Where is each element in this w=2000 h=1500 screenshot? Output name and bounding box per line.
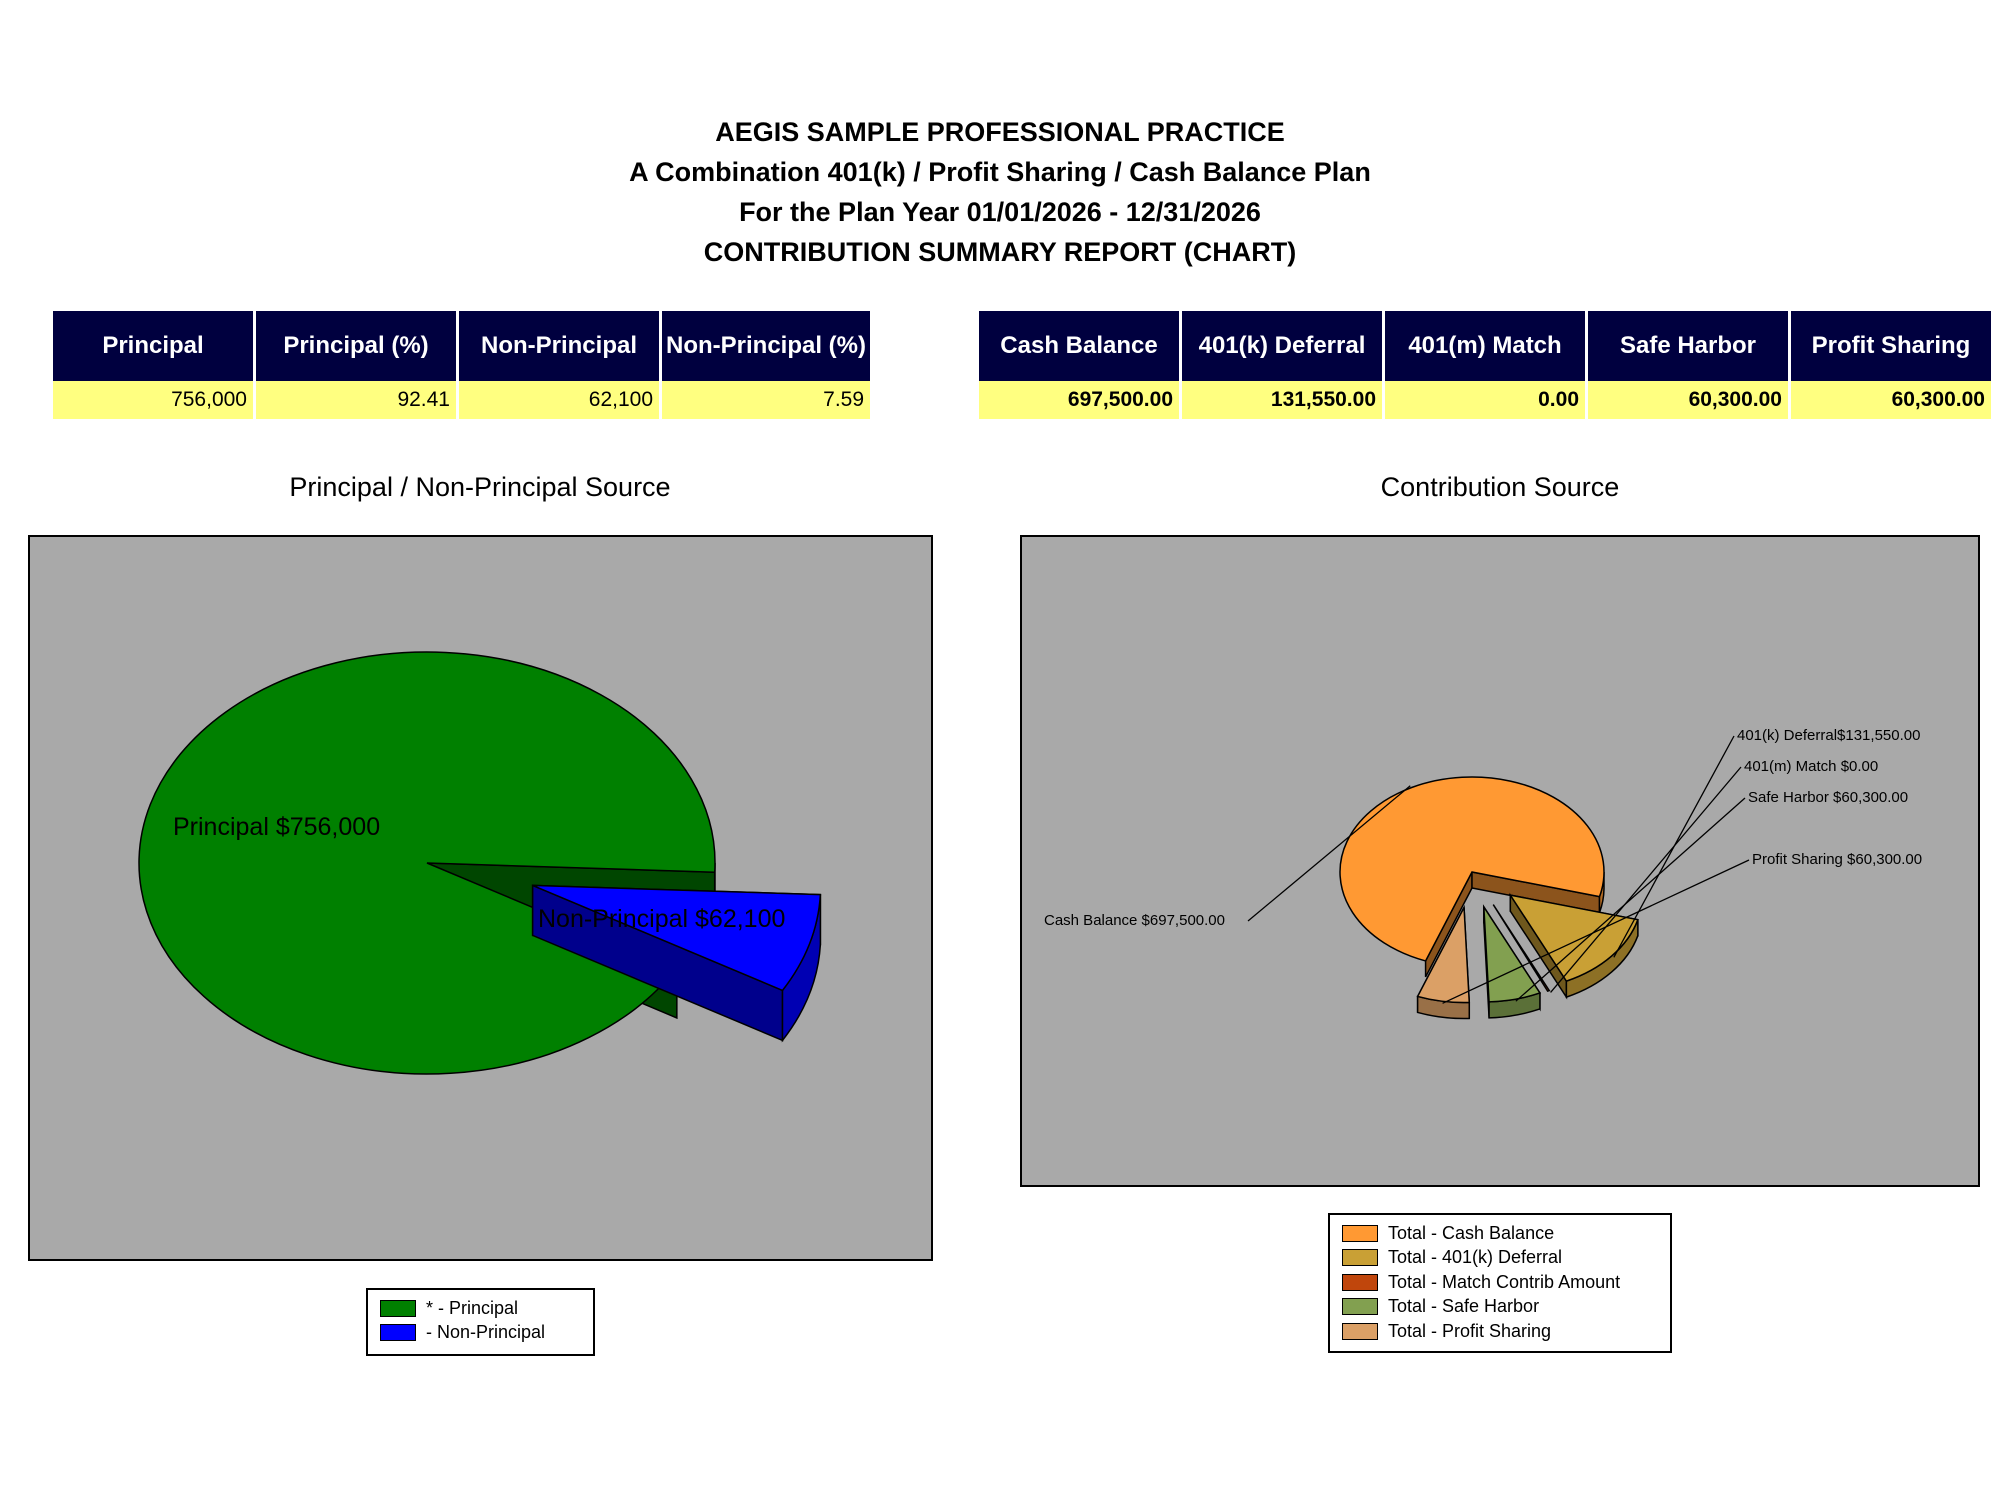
slice-label: Safe Harbor $60,300.00	[1748, 789, 1908, 806]
legend-item: Total - Safe Harbor	[1342, 1295, 1658, 1320]
header-principal: Principal	[53, 311, 253, 381]
leader-line	[1550, 766, 1742, 993]
pie-slice	[1416, 904, 1471, 1020]
pie-slice	[1508, 892, 1639, 1000]
legend-swatch	[380, 1324, 416, 1342]
table-header-row: Principal Principal (%) Non-Principal No…	[53, 311, 871, 381]
legend-label: Total - Safe Harbor	[1388, 1296, 1540, 1317]
slice-label: Profit Sharing $60,300.00	[1752, 851, 1922, 868]
leader-line	[1515, 797, 1746, 1002]
legend-label: - Non-Principal	[426, 1322, 546, 1343]
legend-label: * - Principal	[426, 1297, 519, 1318]
header-401k-deferral: 401(k) Deferral	[1182, 311, 1382, 381]
header-profit-sharing: Profit Sharing	[1791, 311, 1991, 381]
slice-label: Non-Principal $62,100	[538, 905, 785, 933]
legend-item: - Non-Principal	[380, 1321, 581, 1346]
value-cash-balance: 697,500.00	[979, 381, 1179, 419]
table-row: 756,000 92.41 62,100 7.59	[53, 381, 871, 419]
legend-label: Total - Cash Balance	[1388, 1222, 1555, 1243]
slice-label: Cash Balance $697,500.00	[1044, 912, 1225, 929]
plot-area-contribution: Cash Balance $697,500.00 401(k) Deferral$…	[1020, 535, 1980, 1187]
legend-label: Total - Profit Sharing	[1388, 1320, 1552, 1341]
slice-label: Principal $756,000	[173, 813, 380, 841]
legend-swatch	[1342, 1322, 1378, 1340]
plan-year: For the Plan Year 01/01/2026 - 12/31/202…	[739, 197, 1261, 227]
legend-label: Total - Match Contrib Amount	[1388, 1271, 1621, 1292]
value-401m-match: 0.00	[1385, 381, 1585, 419]
chart-title-principal: Principal / Non-Principal Source	[289, 472, 671, 502]
legend-principal: * - Principal - Non-Principal	[366, 1288, 595, 1356]
pie-slice	[1482, 904, 1542, 1019]
header-safe-harbor: Safe Harbor	[1588, 311, 1788, 381]
header-cash-balance: Cash Balance	[979, 311, 1179, 381]
table-row: 697,500.00 131,550.00 0.00 60,300.00 60,…	[979, 381, 1991, 419]
legend-swatch	[1342, 1224, 1378, 1242]
value-profit-sharing: 60,300.00	[1791, 381, 1991, 419]
contribution-summary-table: Cash Balance 401(k) Deferral 401(m) Matc…	[976, 311, 1994, 419]
legend-swatch	[1342, 1298, 1378, 1316]
legend-item: Total - 401(k) Deferral	[1342, 1246, 1658, 1271]
value-safe-harbor: 60,300.00	[1588, 381, 1788, 419]
report-title: AEGIS SAMPLE PROFESSIONAL PRACTICE	[715, 117, 1285, 147]
legend-item: Total - Cash Balance	[1342, 1221, 1658, 1246]
pie-chart-principal: Principal $756,000 Non-Principal $62,100	[138, 651, 822, 1075]
plan-type: A Combination 401(k) / Profit Sharing / …	[629, 157, 1371, 187]
legend-label: Total - 401(k) Deferral	[1388, 1247, 1563, 1268]
legend-contribution: Total - Cash Balance Total - 401(k) Defe…	[1328, 1213, 1672, 1353]
legend-item: * - Principal	[380, 1296, 581, 1321]
value-principal-pct: 92.41	[256, 381, 456, 419]
header-non-principal-pct: Non-Principal (%)	[662, 311, 871, 381]
value-non-principal: 62,100	[459, 381, 659, 419]
principal-summary-table: Principal Principal (%) Non-Principal No…	[50, 311, 873, 419]
legend-swatch	[380, 1299, 416, 1317]
report-header: AEGIS SAMPLE PROFESSIONAL PRACTICE A Com…	[0, 112, 2000, 272]
pie-slice	[1492, 904, 1551, 993]
header-non-principal: Non-Principal	[459, 311, 659, 381]
legend-swatch	[1342, 1273, 1378, 1291]
pie-slice	[1339, 776, 1605, 978]
leader-line	[1247, 785, 1411, 922]
legend-item: Total - Match Contrib Amount	[1342, 1270, 1658, 1295]
legend-swatch	[1342, 1249, 1378, 1267]
table-header-row: Cash Balance 401(k) Deferral 401(m) Matc…	[979, 311, 1991, 381]
header-401m-match: 401(m) Match	[1385, 311, 1585, 381]
value-principal: 756,000	[53, 381, 253, 419]
leader-line	[1442, 859, 1750, 1004]
chart-title-contribution: Contribution Source	[1380, 472, 1620, 502]
slice-label: 401(m) Match $0.00	[1744, 758, 1878, 775]
header-principal-pct: Principal (%)	[256, 311, 456, 381]
report-subtitle: CONTRIBUTION SUMMARY REPORT (CHART)	[703, 237, 1297, 267]
value-401k-deferral: 131,550.00	[1182, 381, 1382, 419]
plot-area-principal: Principal $756,000 Non-Principal $62,100	[28, 535, 933, 1261]
pie-slice	[138, 651, 716, 1075]
slice-label: 401(k) Deferral$131,550.00	[1737, 727, 1920, 744]
value-non-principal-pct: 7.59	[662, 381, 871, 419]
pie-chart-contribution: Cash Balance $697,500.00 401(k) Deferral$…	[1044, 727, 1922, 1020]
legend-item: Total - Profit Sharing	[1342, 1319, 1658, 1344]
pie-slice	[531, 884, 822, 1043]
